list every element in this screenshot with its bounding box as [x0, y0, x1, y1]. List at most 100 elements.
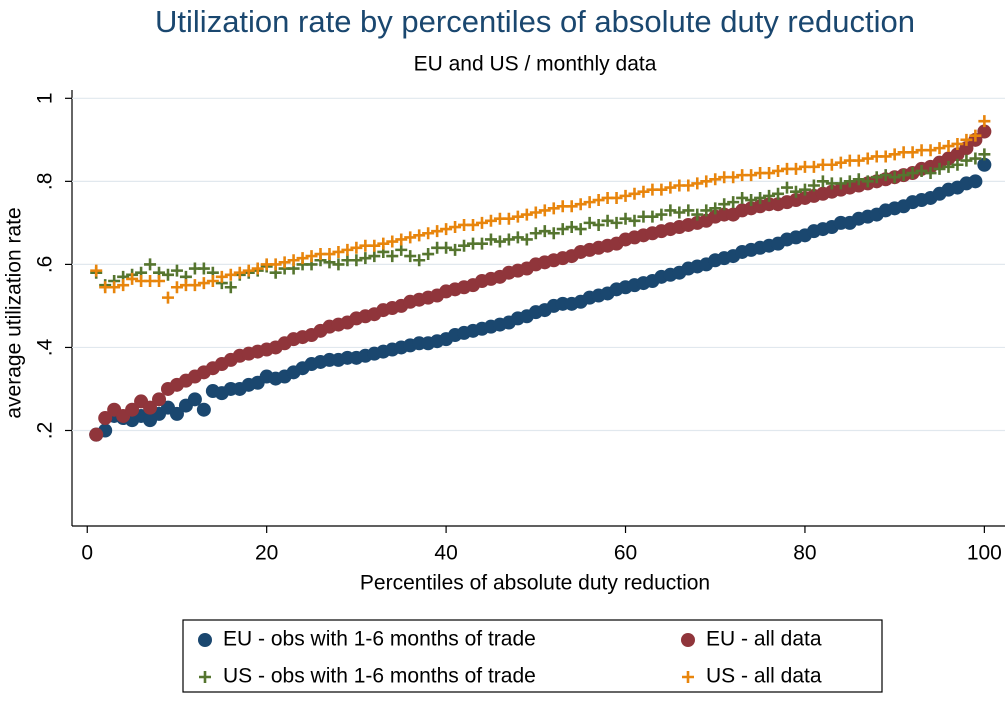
point	[968, 174, 983, 189]
point	[422, 227, 435, 240]
point	[117, 279, 130, 292]
point	[933, 142, 946, 155]
point	[323, 248, 336, 261]
point	[458, 239, 471, 252]
point	[843, 175, 856, 188]
point	[574, 223, 587, 236]
point	[305, 250, 318, 263]
x-axis-title: Percentiles of absolute duty reduction	[360, 572, 710, 595]
point	[511, 231, 524, 244]
point	[350, 241, 363, 254]
point	[529, 206, 542, 219]
point	[188, 279, 201, 292]
point	[493, 235, 506, 248]
point	[583, 216, 596, 229]
point	[888, 171, 901, 184]
point	[386, 250, 399, 263]
point	[906, 146, 919, 159]
point	[332, 245, 345, 258]
point	[870, 171, 883, 184]
y-tick-label: .4	[34, 338, 57, 356]
x-tick-label: 40	[434, 542, 457, 565]
point	[395, 243, 408, 256]
point	[413, 254, 426, 267]
y-tick-label: 1	[34, 92, 57, 104]
point	[664, 181, 677, 194]
point	[888, 148, 901, 161]
point	[825, 158, 838, 171]
point	[449, 243, 462, 256]
point	[906, 167, 919, 180]
legend-label: EU - obs with 1-6 months of trade	[223, 628, 536, 651]
point	[601, 214, 614, 227]
point	[619, 212, 632, 225]
point	[475, 216, 488, 229]
point	[224, 281, 237, 294]
point	[332, 258, 345, 271]
point	[511, 210, 524, 223]
point	[502, 212, 515, 225]
point	[484, 233, 497, 246]
point	[197, 277, 210, 290]
legend-marker	[682, 671, 694, 683]
point	[700, 175, 713, 188]
point	[673, 206, 686, 219]
point	[98, 411, 113, 426]
point	[736, 191, 749, 204]
point	[807, 160, 820, 173]
chart-subtitle: EU and US / monthly data	[414, 53, 657, 76]
x-tick-label: 0	[81, 542, 93, 565]
series	[89, 157, 992, 442]
point	[655, 208, 668, 221]
point	[861, 152, 874, 165]
point	[861, 175, 874, 188]
series	[89, 124, 992, 442]
point	[296, 252, 309, 265]
point	[440, 241, 453, 254]
x-tick-label: 20	[255, 542, 278, 565]
point	[431, 225, 444, 238]
point	[161, 268, 174, 281]
point	[440, 223, 453, 236]
point	[125, 402, 140, 417]
point	[951, 158, 964, 171]
chart-title: Utilization rate by percentiles of absol…	[155, 4, 915, 39]
x-tick-label: 60	[614, 542, 637, 565]
point	[484, 214, 497, 227]
point	[583, 196, 596, 209]
point	[565, 200, 578, 213]
point	[143, 400, 158, 415]
y-tick-label: .8	[34, 173, 57, 191]
point	[628, 214, 641, 227]
point	[153, 275, 166, 288]
point	[691, 208, 704, 221]
point	[789, 162, 802, 175]
point	[152, 392, 167, 407]
point	[969, 129, 982, 142]
point	[90, 264, 103, 277]
point	[538, 225, 551, 238]
point	[619, 189, 632, 202]
point	[727, 171, 740, 184]
x-tick-label: 80	[793, 542, 816, 565]
point	[718, 198, 731, 211]
point	[187, 392, 202, 407]
point	[341, 243, 354, 256]
point	[637, 185, 650, 198]
point	[475, 237, 488, 250]
point	[278, 256, 291, 269]
point	[206, 275, 219, 288]
legend-box	[182, 619, 883, 693]
point	[610, 191, 623, 204]
point	[170, 264, 183, 277]
point	[565, 221, 578, 234]
point	[89, 427, 104, 442]
point	[520, 233, 533, 246]
y-axis-title: average utilization rate	[3, 207, 26, 418]
point	[691, 177, 704, 190]
point	[951, 137, 964, 150]
point	[933, 162, 946, 175]
y-tick-label: .6	[34, 256, 57, 274]
point	[754, 191, 767, 204]
